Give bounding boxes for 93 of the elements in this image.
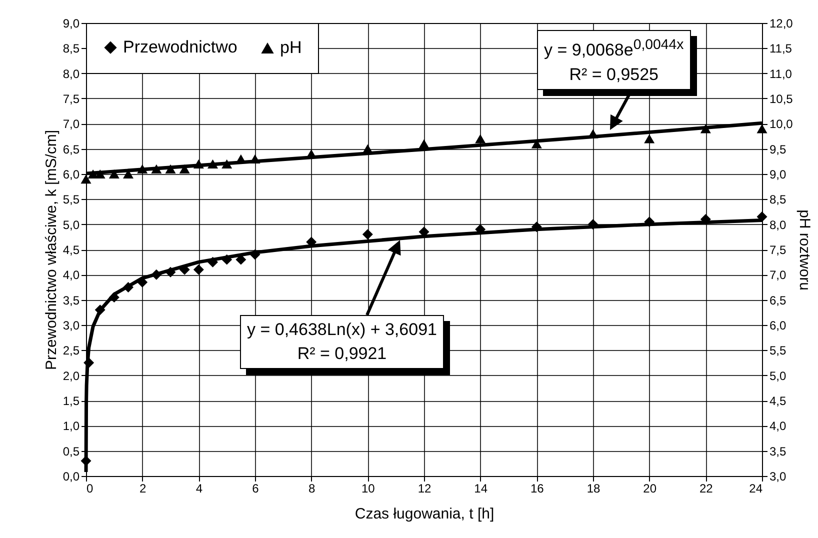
- point: [123, 282, 134, 292]
- point: [193, 159, 204, 168]
- x-tick-label: 12: [418, 482, 432, 496]
- point: [222, 159, 232, 168]
- y-tick-label: 0,5: [62, 444, 80, 458]
- x-tick-label: 16: [530, 482, 544, 496]
- y-tick-label: 1,5: [62, 394, 80, 408]
- y2-tick-label: 5,0: [770, 368, 787, 383]
- y-tick-label: 9,0: [62, 16, 80, 30]
- y2-tick-label: 4,5: [770, 394, 787, 408]
- annotation: y = 0,4638Ln(x) + 3,6091 R² = 0,9921: [247, 319, 437, 365]
- y2-tick-label: 11,0: [770, 66, 792, 81]
- y-tick-label: 6,5: [62, 142, 80, 156]
- point: [644, 134, 655, 144]
- y2-tick-label: 5,5: [770, 344, 787, 358]
- point: [165, 164, 176, 174]
- y2-tick-label: 3,0: [770, 470, 787, 484]
- y2-tick-label: 8,0: [770, 218, 787, 232]
- x-tick-label: 8: [308, 482, 316, 496]
- point: [108, 169, 120, 179]
- y-tick-label: 6,0: [62, 168, 80, 182]
- point: [644, 216, 655, 228]
- x-tick-label: 24: [749, 482, 763, 496]
- point: [151, 164, 162, 174]
- y2-tick-label: 9,5: [770, 142, 787, 156]
- annotation: y = 9,0068e$^{0,0044x}$ R² = 0,9525: [544, 36, 684, 86]
- point: [84, 358, 94, 368]
- point: [179, 164, 190, 174]
- y-tick-label: 7,5: [62, 92, 80, 106]
- y-tick-label: 3,5: [62, 293, 80, 308]
- x-tick-label: 6: [252, 482, 260, 496]
- y2-tick-label: 6,0: [770, 318, 787, 332]
- y2-tick-label: 8,5: [770, 192, 787, 207]
- y-tick-label: 4,0: [62, 268, 80, 282]
- point: [179, 264, 190, 275]
- y-tick-label: 3,0: [62, 318, 80, 332]
- point: [108, 292, 120, 303]
- point: [531, 222, 542, 232]
- x-tick-label: 18: [586, 482, 600, 496]
- y2-tick-label: 10,5: [770, 92, 794, 106]
- y-tick-label: 5,5: [62, 192, 80, 207]
- point: [588, 129, 598, 138]
- y-tick-label: 7,0: [62, 117, 80, 132]
- y-tick-label: 0,0: [62, 470, 80, 484]
- y2-tick-label: 4,0: [770, 419, 787, 434]
- y2-axis-title: pH roztworu: [796, 210, 813, 290]
- point: [222, 254, 232, 265]
- x-axis-title: Czas ługowania, t [h]: [354, 506, 494, 522]
- x-tick-label: 2: [139, 482, 146, 496]
- point: [700, 124, 711, 134]
- x-tick-label: 0: [86, 482, 94, 496]
- point: [208, 256, 218, 268]
- point: [475, 134, 486, 144]
- y2-tick-label: 6,5: [770, 293, 787, 308]
- y2-tick-label: 9,0: [770, 168, 787, 182]
- point: [193, 264, 204, 275]
- y2-tick-label: 10,0: [770, 117, 794, 132]
- y-axis-title: Przewodnictwo właściwe, k [mS/cm]: [42, 130, 60, 370]
- y-tick-label: 1,0: [62, 419, 80, 434]
- point: [700, 214, 711, 225]
- x-tick-label: 4: [196, 482, 203, 496]
- point: [362, 144, 373, 154]
- point: [137, 164, 148, 174]
- y-tick-label: 4,5: [62, 243, 80, 257]
- y-tick-label: 2,0: [62, 368, 80, 383]
- point: [208, 159, 218, 168]
- x-tick-label: 20: [643, 482, 657, 496]
- point: [756, 212, 768, 222]
- y2-tick-label: 11,5: [770, 42, 792, 56]
- point: [80, 174, 92, 184]
- y2-tick-label: 7,0: [770, 268, 787, 282]
- y-tick-label: 8,5: [62, 42, 80, 56]
- point: [531, 139, 542, 148]
- point: [94, 304, 106, 316]
- legend-label: Przewodnictwo: [123, 38, 238, 57]
- point: [362, 229, 373, 240]
- y-tick-label: 2,5: [62, 344, 80, 358]
- point: [756, 124, 768, 134]
- y-tick-label: 5,0: [62, 218, 80, 232]
- legend-label: pH: [280, 38, 302, 58]
- y2-tick-label: 7,5: [770, 243, 787, 257]
- y2-tick-label: 12,0: [770, 16, 794, 30]
- y2-tick-label: 3,5: [770, 444, 787, 458]
- x-tick-label: 22: [699, 482, 714, 496]
- y-tick-label: 8,0: [62, 66, 80, 81]
- x-tick-label: 14: [474, 482, 488, 496]
- point: [588, 219, 598, 230]
- x-tick-label: 10: [361, 482, 376, 496]
- point: [151, 269, 162, 280]
- point: [418, 139, 430, 148]
- point: [250, 154, 260, 164]
- point: [250, 249, 260, 260]
- point: [165, 266, 176, 278]
